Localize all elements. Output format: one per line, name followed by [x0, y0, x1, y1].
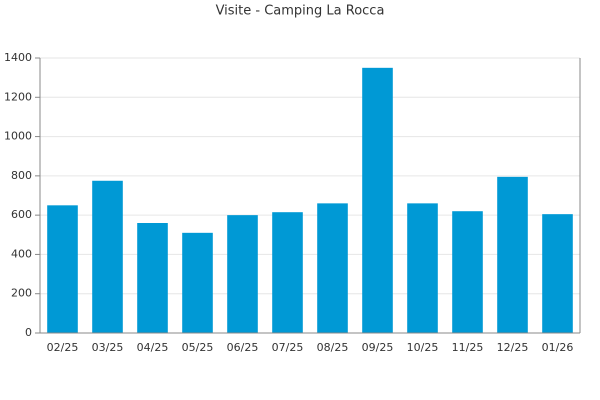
x-tick-label: 02/25 — [47, 341, 79, 354]
x-tick-label: 12/25 — [497, 341, 529, 354]
bar — [92, 180, 123, 333]
bar — [227, 215, 258, 333]
y-tick-label: 200 — [11, 287, 32, 300]
y-tick-label: 800 — [11, 169, 32, 182]
y-tick-label: 1200 — [4, 90, 32, 103]
bar — [47, 205, 78, 333]
x-tick-label: 04/25 — [137, 341, 169, 354]
bar — [407, 203, 438, 333]
bar — [137, 223, 168, 333]
x-tick-label: 08/25 — [317, 341, 349, 354]
bar — [452, 211, 483, 333]
x-tick-label: 05/25 — [182, 341, 214, 354]
y-tick-label: 0 — [25, 326, 32, 339]
y-tick-label: 1400 — [4, 51, 32, 64]
bar — [272, 212, 303, 333]
x-tick-label: 07/25 — [272, 341, 304, 354]
x-tick-label: 06/25 — [227, 341, 259, 354]
bar — [362, 67, 393, 334]
bar — [317, 203, 348, 333]
x-tick-label: 11/25 — [452, 341, 484, 354]
bar — [182, 232, 213, 333]
bar — [497, 176, 528, 333]
chart-title: Visite - Camping La Rocca — [216, 4, 385, 19]
x-tick-label: 09/25 — [362, 341, 394, 354]
y-tick-label: 600 — [11, 208, 32, 221]
bar — [542, 214, 573, 333]
y-tick-label: 1000 — [4, 130, 32, 143]
y-tick-label: 400 — [11, 247, 32, 260]
x-tick-label: 01/26 — [542, 341, 574, 354]
x-tick-label: 10/25 — [407, 341, 439, 354]
x-tick-label: 03/25 — [92, 341, 124, 354]
